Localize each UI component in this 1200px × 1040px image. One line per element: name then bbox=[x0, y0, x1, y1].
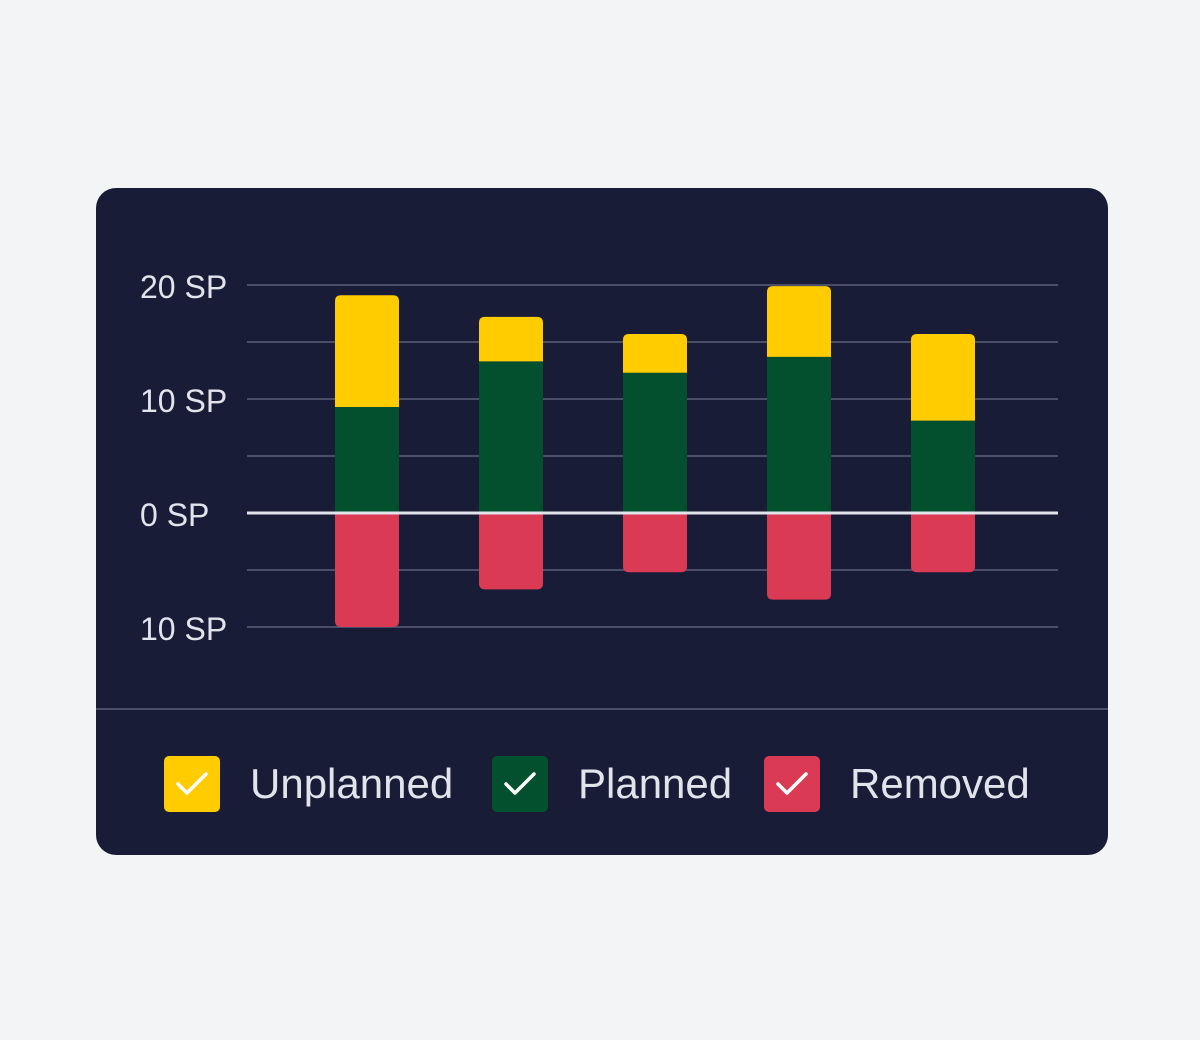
checkbox-planned[interactable] bbox=[492, 756, 548, 812]
bar-removed bbox=[911, 513, 975, 573]
bar-unplanned bbox=[623, 334, 687, 373]
bar-unplanned bbox=[335, 295, 399, 407]
check-icon bbox=[176, 772, 208, 795]
y-tick-label: 10 SP bbox=[140, 383, 227, 419]
stacked-bar-chart: 20 SP 10 SP 0 SP 10 SP bbox=[140, 269, 1058, 647]
legend-label-unplanned: Unplanned bbox=[250, 760, 454, 807]
bar-planned bbox=[767, 356, 831, 513]
y-tick-label: 10 SP bbox=[140, 611, 227, 647]
legend-label-planned: Planned bbox=[578, 760, 733, 807]
bar-unplanned bbox=[767, 286, 831, 357]
legend-item-unplanned[interactable]: Unplanned bbox=[164, 756, 453, 812]
legend-item-removed[interactable]: Removed bbox=[764, 756, 1030, 812]
bar-planned bbox=[479, 361, 543, 513]
y-tick-label: 0 SP bbox=[140, 497, 209, 533]
bar-planned bbox=[335, 406, 399, 513]
legend: Unplanned Planned Removed bbox=[96, 708, 1108, 855]
bar-unplanned bbox=[911, 334, 975, 421]
bar-planned bbox=[911, 420, 975, 513]
bar-removed bbox=[335, 513, 399, 627]
bar-unplanned bbox=[479, 316, 543, 362]
checkbox-removed[interactable] bbox=[764, 756, 820, 812]
check-icon bbox=[504, 772, 536, 795]
legend-label-removed: Removed bbox=[850, 760, 1030, 807]
checkbox-unplanned[interactable] bbox=[164, 756, 220, 812]
y-tick-label: 20 SP bbox=[140, 269, 227, 305]
bar-removed bbox=[479, 513, 543, 590]
bar-removed bbox=[767, 513, 831, 600]
chart-card: 20 SP 10 SP 0 SP 10 SP Unplanned Planned bbox=[96, 188, 1108, 855]
bar-planned bbox=[623, 372, 687, 513]
bar-removed bbox=[623, 513, 687, 573]
check-icon bbox=[776, 772, 808, 795]
legend-item-planned[interactable]: Planned bbox=[492, 756, 732, 812]
